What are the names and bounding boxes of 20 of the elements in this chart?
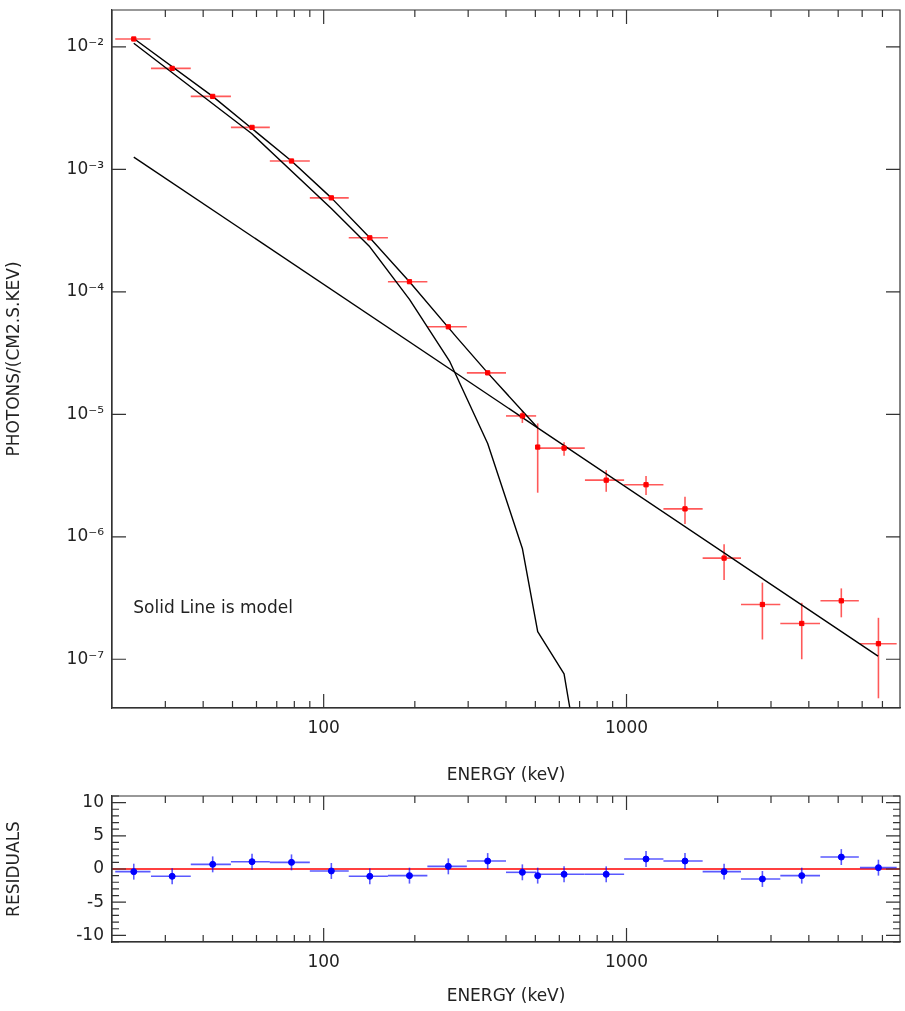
x-tick-label: 100 — [307, 716, 340, 737]
y-tick-label: 10 — [82, 791, 104, 812]
x-tick-label: 100 — [307, 950, 340, 971]
y-tick-label: 10⁻⁴ — [66, 280, 105, 301]
y-tick-label: 10⁻⁷ — [66, 647, 105, 668]
y-tick-label: 10⁻⁵ — [66, 402, 104, 423]
x-axis-title: ENERGY (keV) — [446, 764, 566, 785]
y-tick-label: 0 — [93, 857, 104, 878]
x-axis-title: ENERGY (keV) — [446, 985, 566, 1006]
y-tick-label: -10 — [76, 923, 104, 944]
y-tick-label: 10⁻⁶ — [66, 525, 105, 546]
annotation: Solid Line is model — [133, 597, 293, 618]
y-axis-title: RESIDUALS — [2, 821, 23, 917]
x-tick-label: 1000 — [604, 716, 649, 737]
y-tick-label: -5 — [87, 890, 104, 911]
x-tick-label: 1000 — [604, 950, 649, 971]
y-tick-label: 10⁻² — [66, 35, 104, 56]
y-tick-label: 5 — [93, 824, 104, 845]
y-axis-title: PHOTONS/(CM2.S.KEV) — [2, 261, 23, 457]
y-tick-label: 10⁻³ — [66, 157, 104, 178]
